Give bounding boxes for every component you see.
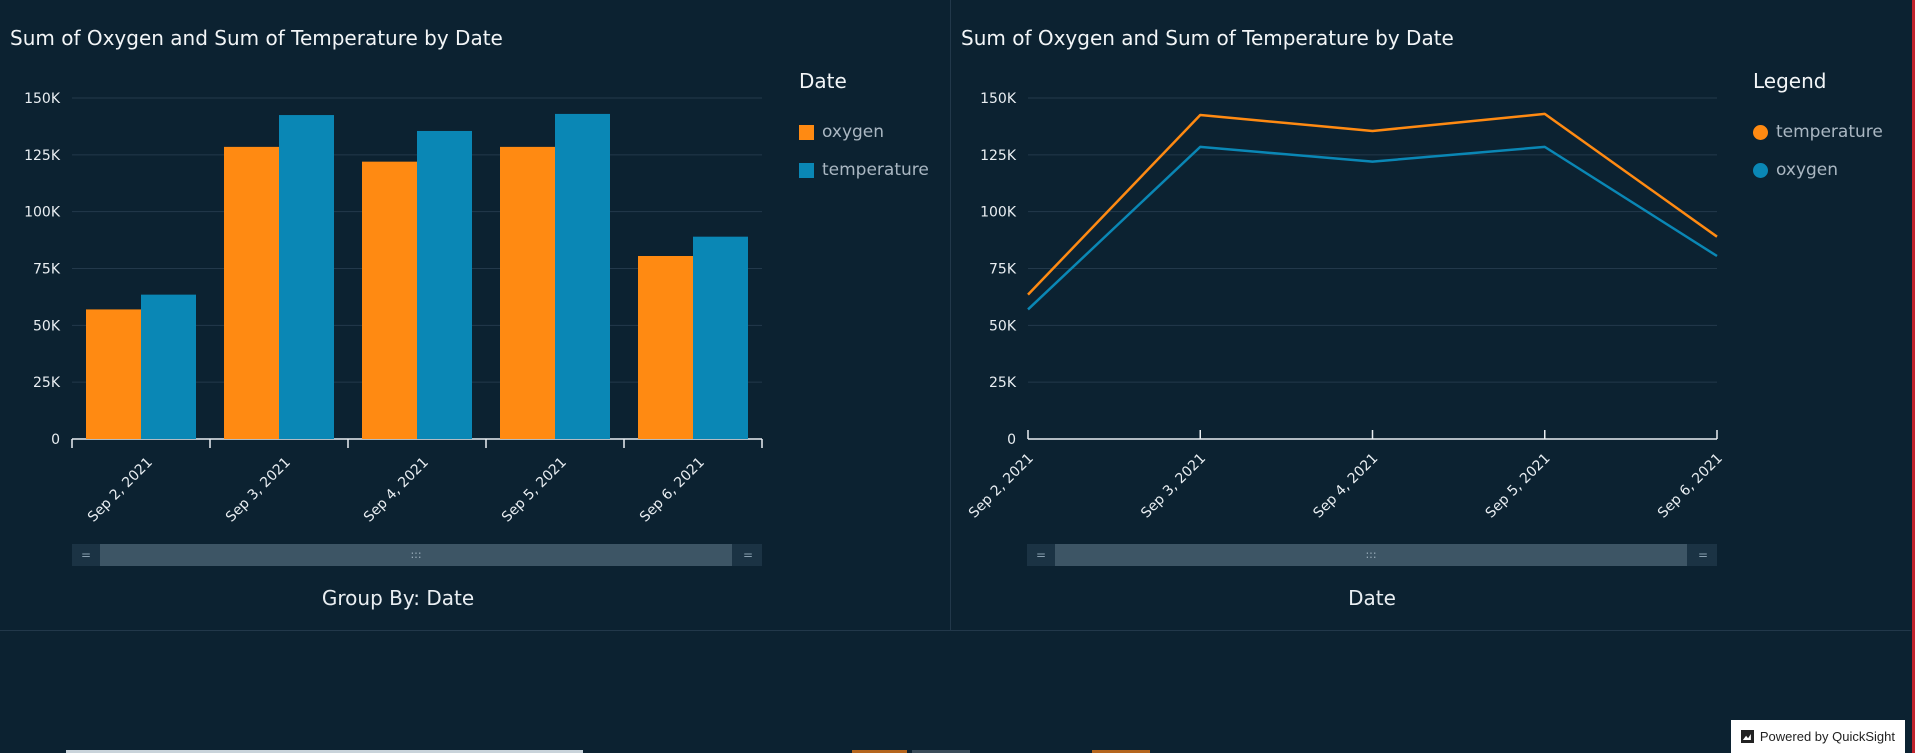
line-oxygen	[1027, 145, 1718, 311]
y-tick-label: 150K	[24, 91, 61, 107]
quicksight-icon	[1740, 730, 1754, 743]
legend-swatch	[799, 162, 814, 178]
y-tick-label: 0	[51, 432, 60, 448]
bar-temperature	[417, 130, 472, 440]
line-chart: 0 25K 50K 75K 100K 125K 150K Sep 2, 2021 Sep 3, …	[966, 91, 1726, 522]
legend-swatch	[1753, 162, 1768, 178]
chart-title: Sum of Oxygen and Sum of Temperature by …	[961, 26, 1454, 50]
scroll-thumb[interactable]: :::	[100, 544, 732, 566]
bar-temperature	[279, 115, 334, 440]
y-tick-label: 25K	[33, 375, 61, 391]
legend-title: Legend	[1753, 69, 1827, 93]
bar-chart: 0 25K 50K 75K 100K 125K 150K Sep 2, 2021 Sep 3, …	[24, 91, 763, 526]
bottom-strip	[912, 750, 970, 753]
x-tick-label: Sep 3, 2021	[223, 455, 294, 526]
y-tick-label: 125K	[24, 148, 61, 164]
chart-title: Sum of Oxygen and Sum of Temperature by …	[10, 26, 503, 50]
legend-label: oxygen	[1776, 160, 1839, 180]
legend-label: temperature	[822, 160, 929, 180]
y-tick-label: 125K	[980, 148, 1017, 164]
scroll-thumb[interactable]: :::	[1055, 544, 1687, 566]
bar-temperature	[555, 113, 610, 439]
x-tick-label: Sep 3, 2021	[1138, 451, 1209, 522]
bar-temperature	[141, 294, 196, 439]
scroll-handle-left[interactable]: =	[1035, 548, 1047, 562]
y-tick-label: 75K	[33, 262, 61, 278]
y-tick-label: 75K	[989, 262, 1017, 278]
powered-by-badge[interactable]: Powered by QuickSight	[1730, 720, 1905, 753]
x-tick-label: Sep 5, 2021	[1483, 451, 1554, 522]
bottom-strip	[1092, 750, 1150, 753]
y-tick-label: 100K	[24, 205, 61, 221]
bar-chart-panel: Sum of Oxygen and Sum of Temperature by …	[0, 0, 951, 631]
legend-item-temperature[interactable]: temperature	[1753, 122, 1883, 142]
x-tick-label: Sep 2, 2021	[966, 451, 1037, 522]
x-tick-label: Sep 4, 2021	[361, 455, 432, 526]
scroll-handle-left[interactable]: =	[80, 548, 92, 562]
x-scrollbar[interactable]: = ::: =	[1027, 544, 1717, 566]
bar-oxygen	[224, 146, 279, 440]
x-tick-label: Sep 6, 2021	[1655, 451, 1726, 522]
bar-oxygen	[638, 255, 693, 439]
bottom-strip	[66, 750, 583, 753]
bar-temperature	[693, 236, 748, 439]
y-tick-label: 100K	[980, 205, 1017, 221]
legend-swatch	[799, 124, 814, 140]
x-axis-title: Group By: Date	[321, 586, 475, 610]
y-tick-label: 50K	[33, 318, 61, 334]
line-chart-panel: Sum of Oxygen and Sum of Temperature by …	[951, 0, 1911, 631]
x-tick-label: Sep 2, 2021	[85, 455, 156, 526]
bottom-strip	[852, 750, 907, 753]
x-axis-title: Date	[1348, 586, 1396, 610]
y-tick-label: 0	[1007, 432, 1016, 448]
x-scrollbar[interactable]: = ::: =	[72, 544, 762, 566]
scroll-handle-right[interactable]: =	[742, 548, 754, 562]
x-tick-label: Sep 6, 2021	[637, 455, 708, 526]
legend-swatch	[1753, 124, 1768, 140]
bar-oxygen	[500, 146, 555, 440]
legend-label: oxygen	[822, 122, 885, 142]
legend-item-oxygen[interactable]: oxygen	[799, 122, 884, 142]
legend-title: Date	[799, 69, 847, 93]
bar-oxygen	[86, 309, 141, 439]
x-tick-label: Sep 4, 2021	[1310, 451, 1381, 522]
legend-item-oxygen[interactable]: oxygen	[1753, 160, 1838, 180]
scroll-handle-right[interactable]: =	[1697, 548, 1709, 562]
legend-item-temperature[interactable]: temperature	[799, 160, 929, 180]
legend-label: temperature	[1776, 122, 1883, 142]
x-tick-label: Sep 5, 2021	[499, 455, 570, 526]
window-edge	[1912, 0, 1915, 753]
badge-label: Powered by QuickSight	[1759, 729, 1895, 744]
y-tick-label: 50K	[989, 318, 1017, 334]
y-tick-label: 25K	[989, 375, 1017, 391]
line-temperature	[1027, 112, 1718, 296]
y-tick-label: 150K	[980, 91, 1017, 107]
bar-oxygen	[362, 161, 417, 440]
